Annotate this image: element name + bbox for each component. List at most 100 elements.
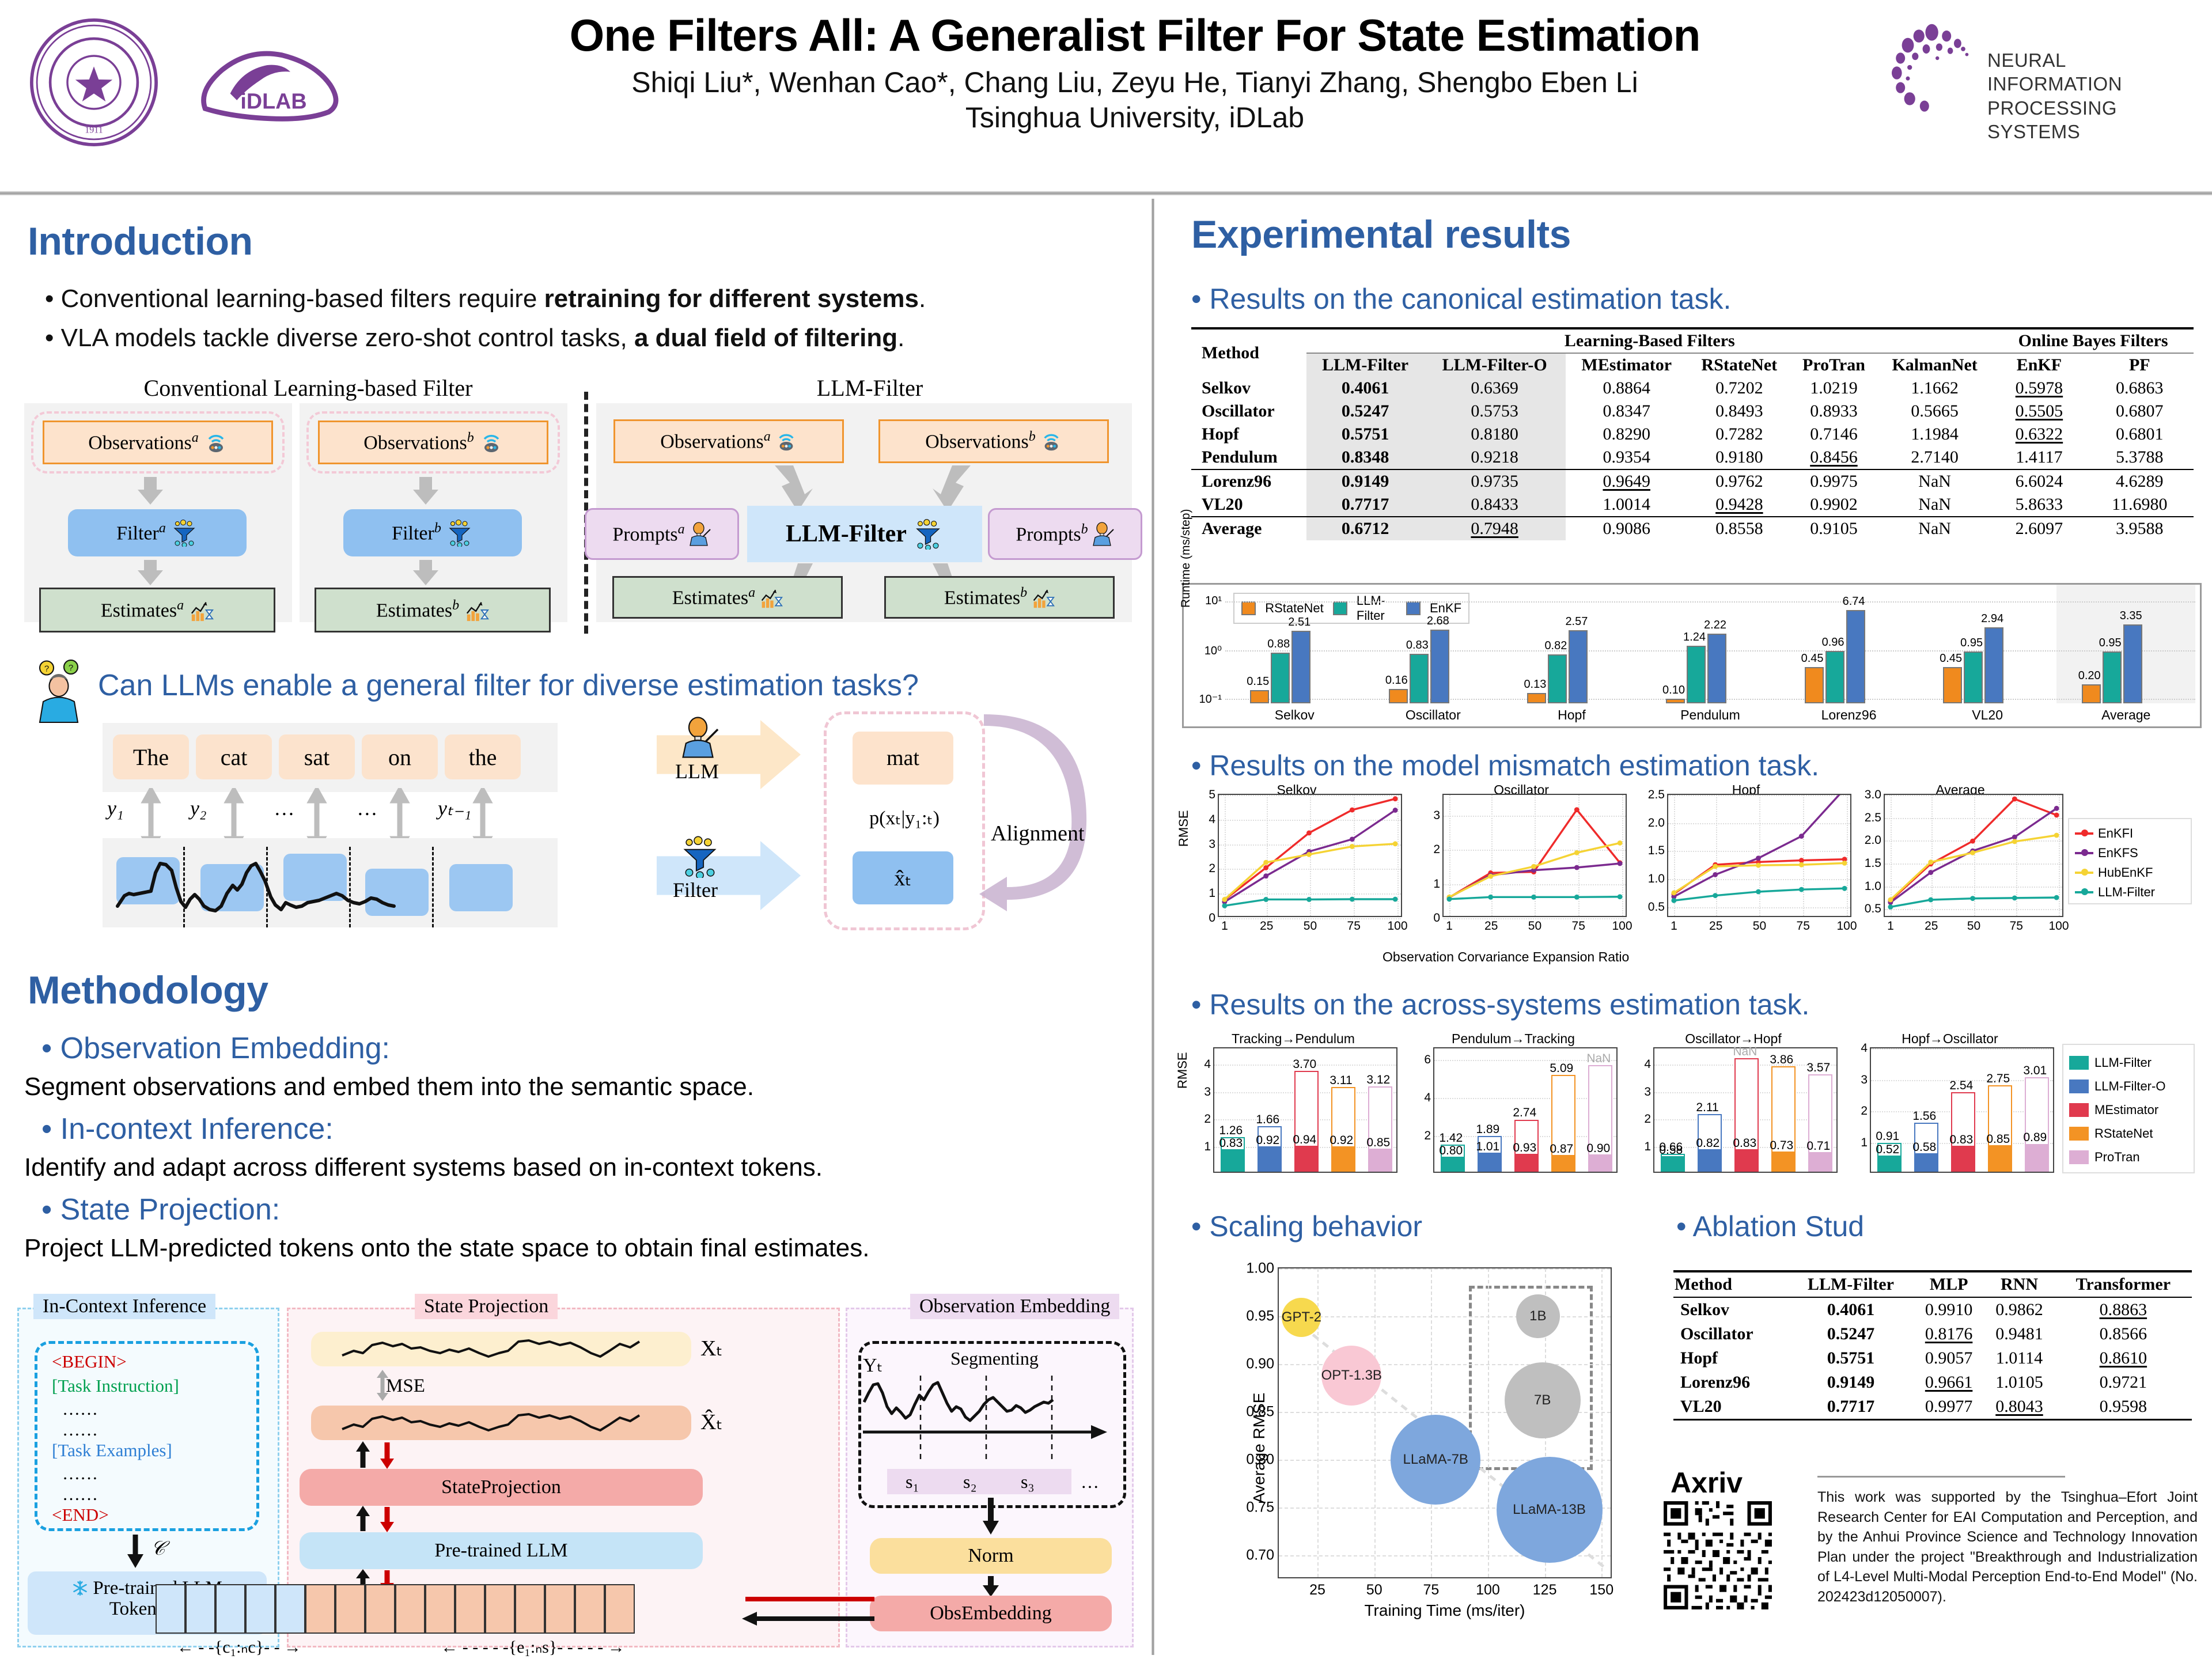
arrow-down-icon xyxy=(413,490,438,505)
header-divider xyxy=(0,191,2212,195)
across-legend-row: RStateNet xyxy=(2069,1122,2188,1145)
panel-label-obs-embedding: Observation Embedding xyxy=(910,1294,1120,1319)
table-cell: 0.8558 xyxy=(1715,519,1763,538)
ablation-cell: 0.8176 xyxy=(1925,1324,1973,1343)
mismatch-y-tick: 1 xyxy=(1433,877,1440,891)
teacher-icon xyxy=(682,717,719,758)
legend-swatch xyxy=(2075,830,2093,836)
qr-code[interactable] xyxy=(1660,1498,1775,1613)
token-4: the xyxy=(445,734,521,779)
table-cell: 0.8180 xyxy=(1423,423,1566,446)
alignment-curved-arrow-icon xyxy=(979,714,1087,911)
ablation-cell: 0.9481 xyxy=(1995,1324,2043,1343)
prompt-task-instruction: [Task Instruction] xyxy=(52,1376,179,1396)
neurips-mark-icon xyxy=(1892,24,1969,112)
ablation-col-rnn: RNN xyxy=(1984,1271,2055,1298)
runtime-bar-rstatenet xyxy=(1943,666,1963,703)
across-y-tick: 3 xyxy=(1644,1085,1651,1099)
across-bar-inner xyxy=(1987,1145,2013,1172)
runtime-bar-value: 0.10 xyxy=(1662,683,1685,696)
token-cell-embedding xyxy=(545,1584,575,1634)
bar-pretrained-llm: Pre-trained LLM xyxy=(300,1532,703,1569)
affiliation: Tsinghua University, iDLab xyxy=(965,101,1305,134)
runtime-bar-value: 3.35 xyxy=(2119,609,2142,623)
ablation-cell: 0.9661 xyxy=(1925,1373,1973,1392)
table-cell: 0.9428 xyxy=(1715,495,1763,514)
sensor-icon xyxy=(208,434,224,452)
token-cell-embedding xyxy=(515,1584,545,1634)
segment-divider xyxy=(349,847,351,927)
mismatch-y-tick: 1.5 xyxy=(1864,856,1881,870)
across-bar-top-value: 1.42 xyxy=(1439,1131,1463,1145)
across-y-tick: 3 xyxy=(1861,1073,1868,1086)
table-cell: 0.9086 xyxy=(1603,519,1650,538)
table-row: VL20 0.7717 0.8433 1.0014 0.9428 0.9902 NaN 5.8… xyxy=(1191,493,2194,517)
mismatch-x-tick: 50 xyxy=(1528,919,1542,933)
mismatch-chart-selkov: Selkov 0 1 2 3 4 5 1 25 50 75 100 xyxy=(1188,779,1407,940)
mismatch-gridline-v xyxy=(2016,795,2018,916)
neurips-line-1: NEURAL INFORMATION xyxy=(1987,50,2123,95)
column-divider xyxy=(1152,199,1154,1655)
across-chart-tracking-pendulum: Tracking→Pendulum 1 2 3 4 1.26 0.83 1.66 0.92 3.7… xyxy=(1187,1031,1400,1192)
across-y-tick: 1 xyxy=(1204,1139,1211,1153)
conventional-pipeline-a: Observationsa Filtera Estimatesa xyxy=(24,403,292,632)
mismatch-series-svg xyxy=(1446,807,1623,902)
table-body: Selkov 0.4061 0.6369 0.8864 0.7202 1.0219 1.16… xyxy=(1191,377,2194,540)
superscript-b: b xyxy=(434,521,441,536)
token-cell-embedding xyxy=(605,1584,635,1634)
table-cell: 0.6807 xyxy=(2116,402,2164,421)
thinking-person-icon: ? ? xyxy=(39,660,79,723)
table-cell: 11.6980 xyxy=(2112,495,2168,514)
mismatch-gridline-v xyxy=(1622,795,1623,916)
across-bar-inner xyxy=(1331,1146,1356,1172)
arrow-down-icon xyxy=(138,490,163,505)
bar-xhat xyxy=(311,1406,691,1440)
runtime-bar-enkf xyxy=(2123,624,2142,703)
main-results-table: Method Learning-Based Filters Online Bay… xyxy=(1191,327,2194,540)
table-row-label: Average xyxy=(1202,519,1262,538)
mismatch-x-tick: 50 xyxy=(1303,919,1317,933)
result-bullet-ablation: • Ablation Stud xyxy=(1676,1210,1865,1243)
result-bullet-mismatch-text: Results on the model mismatch estimation… xyxy=(1209,749,1820,782)
mismatch-gridline xyxy=(1668,878,1850,880)
posterior-formula: p(xₜ|y₁:ₜ) xyxy=(869,808,940,829)
legend-label: LLM-Filter xyxy=(2094,1055,2152,1070)
ablation-body: Selkov 0.4061 0.9910 0.9862 0.8863 Oscillator… xyxy=(1673,1297,2192,1421)
filter-label-b: Filter xyxy=(392,522,434,544)
across-bar-inner xyxy=(1514,1154,1539,1172)
table-cell: NaN xyxy=(1918,472,1951,491)
scaling-x-tick: 100 xyxy=(1476,1582,1500,1598)
sensor-icon xyxy=(1044,434,1059,451)
ablation-row-label: Lorenz96 xyxy=(1680,1373,1751,1392)
arrow-down-icon xyxy=(138,570,163,585)
superscript-a: a xyxy=(748,585,756,601)
across-y-tick: 3 xyxy=(1204,1085,1211,1099)
legend-label: HubEnKF xyxy=(2098,865,2153,880)
result-bullet-scaling-text: Scaling behavior xyxy=(1209,1210,1423,1243)
scaling-gridline-h xyxy=(1279,1555,1611,1557)
ablation-cell: 0.8863 xyxy=(2099,1300,2147,1319)
runtime-bar-value: 0.96 xyxy=(1821,636,1844,649)
across-bar-top-value: 1.26 xyxy=(1219,1124,1243,1138)
table-group-bayes: Online Bayes Filters xyxy=(1993,328,2194,354)
mismatch-y-tick: 2.5 xyxy=(1647,788,1665,801)
runtime-bar-enkf xyxy=(1569,630,1588,703)
mismatch-y-tick: 2 xyxy=(1209,862,1215,876)
table-cell: 1.0014 xyxy=(1603,495,1650,514)
title-block: One Filters All: A Generalist Filter For… xyxy=(438,10,1832,134)
chart-hourglass-icon xyxy=(761,589,783,608)
methodology-item-1-text: Identify and adapt across different syst… xyxy=(24,1153,823,1181)
diagram-caption-conventional: Conventional Learning-based Filter xyxy=(143,375,473,401)
observations-label-b: Observations xyxy=(925,431,1029,453)
sensor-icon xyxy=(483,434,499,452)
mismatch-y-tick: 0 xyxy=(1433,911,1440,925)
mismatch-legend-row: EnKFS xyxy=(2075,843,2185,863)
ablation-cell: 0.8610 xyxy=(2099,1349,2147,1368)
legend-label: LLM-Filter-O xyxy=(2094,1078,2166,1093)
mismatch-gridline xyxy=(1668,795,1850,796)
mismatch-plot-area: 0 1 2 3 1 25 50 75 100 xyxy=(1433,794,1633,933)
result-bullet-canonical-text: Results on the canonical estimation task… xyxy=(1209,283,1732,315)
runtime-bar-llm-filter xyxy=(2102,651,2122,703)
mismatch-gridline xyxy=(1885,909,2062,911)
llm-arrow-label: LLM xyxy=(675,760,719,783)
